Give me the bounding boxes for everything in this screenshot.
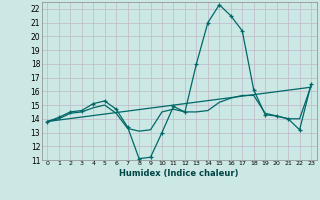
X-axis label: Humidex (Indice chaleur): Humidex (Indice chaleur) [119, 169, 239, 178]
